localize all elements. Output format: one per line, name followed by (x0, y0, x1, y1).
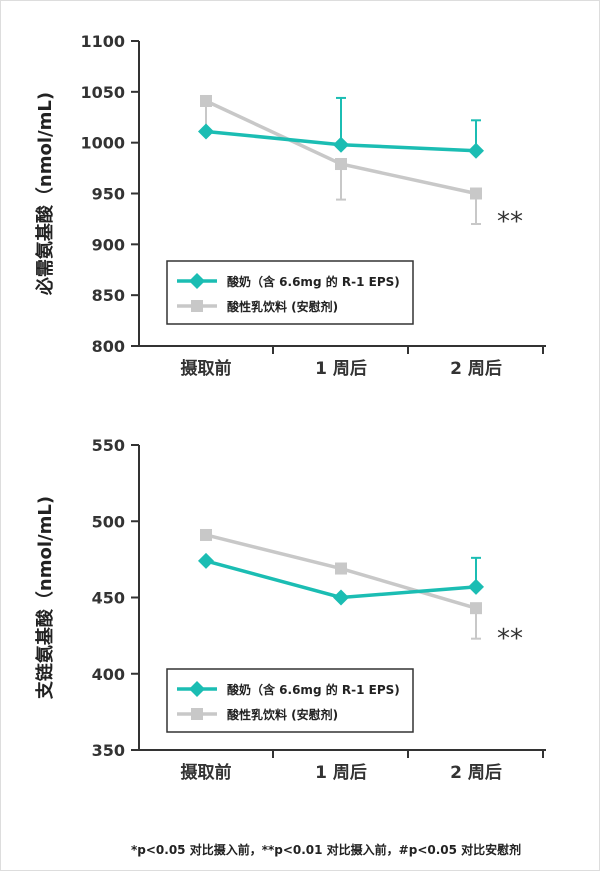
data-point-square (200, 528, 212, 541)
significance-marker: ** (497, 624, 523, 654)
legend-diamond-icon (189, 273, 205, 289)
legend-label: 酸奶（含 6.6mg 的 R-1 EPS) (227, 682, 400, 697)
y-axis-label: 必需氨基酸（nmol/mL) (34, 92, 56, 296)
data-point-diamond (198, 123, 214, 140)
legend-box (166, 668, 414, 733)
y-tick-label: 950 (92, 185, 125, 204)
y-tick-label: 900 (92, 235, 125, 254)
y-tick-label: 400 (92, 665, 125, 684)
y-tick-label: 1050 (80, 83, 125, 102)
y-tick-label: 450 (92, 589, 125, 608)
y-tick-label: 800 (92, 337, 125, 356)
y-tick-label: 350 (92, 741, 125, 760)
footnote: *p<0.05 对比摄入前，**p<0.01 对比摄入前，#p<0.05 对比安… (131, 843, 522, 857)
x-tick-label: 1 周后 (315, 359, 367, 379)
data-point-square (335, 562, 347, 575)
data-point-square (470, 187, 482, 200)
data-point-diamond (333, 136, 349, 153)
x-tick-label: 摄取前 (181, 358, 232, 379)
legend-diamond-icon (189, 681, 205, 697)
y-tick-label: 500 (92, 512, 125, 531)
y-tick-label: 850 (92, 286, 125, 305)
significance-marker: ** (497, 207, 523, 237)
y-tick-label: 1000 (80, 134, 125, 153)
data-point-diamond (468, 142, 484, 159)
data-point-diamond (198, 552, 214, 569)
legend-label: 酸性乳饮料 (安慰剂) (227, 707, 338, 722)
data-point-diamond (468, 578, 484, 595)
x-tick-label: 2 周后 (450, 763, 502, 783)
y-tick-label: 1100 (80, 32, 125, 51)
data-point-diamond (333, 589, 349, 606)
x-tick-label: 2 周后 (450, 359, 502, 379)
legend-label: 酸性乳饮料 (安慰剂) (227, 299, 338, 314)
x-tick-label: 1 周后 (315, 763, 367, 783)
y-axis-label: 支链氨基酸（nmol/mL) (34, 496, 56, 700)
data-point-square (335, 158, 347, 171)
y-tick-label: 550 (92, 436, 125, 455)
data-point-square (200, 94, 212, 107)
data-point-square (470, 602, 482, 615)
legend-square-icon (191, 300, 203, 312)
legend-box (166, 260, 414, 325)
legend-label: 酸奶（含 6.6mg 的 R-1 EPS) (227, 274, 400, 289)
legend-square-icon (191, 708, 203, 720)
x-tick-label: 摄取前 (181, 762, 232, 783)
